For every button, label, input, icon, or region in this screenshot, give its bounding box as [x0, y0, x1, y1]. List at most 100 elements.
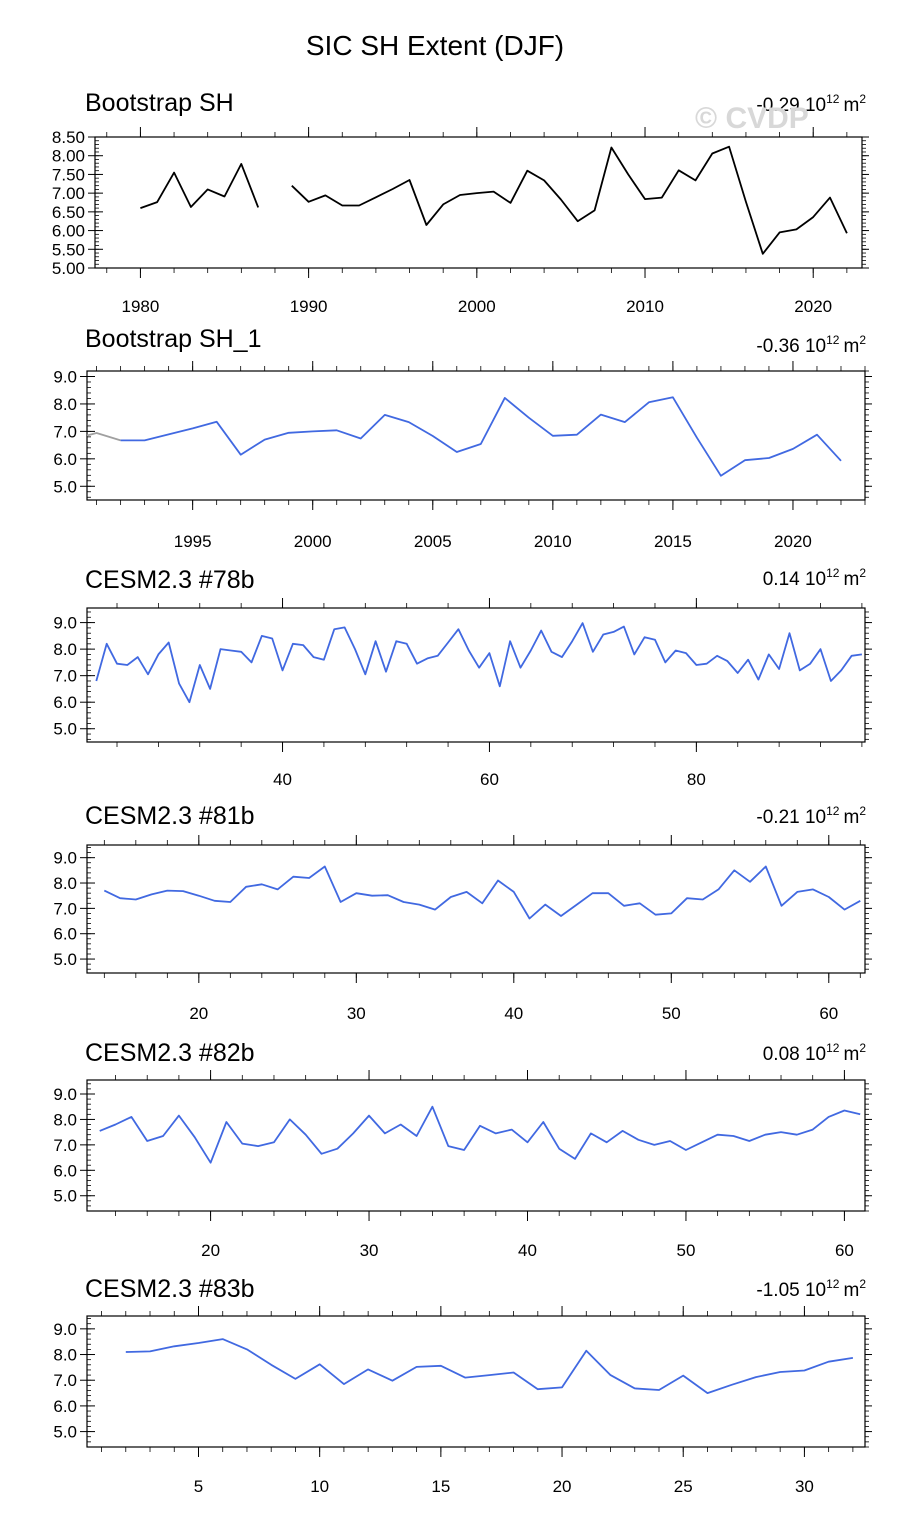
x-tick-label: 20: [553, 1477, 572, 1496]
plot-frame: [86, 370, 866, 501]
x-tick-label: 2000: [294, 532, 332, 551]
plot-frame: [94, 136, 863, 269]
y-tick-label: 7.0: [53, 422, 77, 441]
y-tick-label: 6.0: [53, 450, 77, 469]
y-tick-label: 8.00: [52, 147, 85, 166]
trend-unit-suffix: m: [843, 1280, 859, 1301]
plot-frame: [86, 844, 866, 974]
y-tick-label: 5.0: [53, 720, 77, 739]
y-tick-label: 5.0: [53, 1187, 77, 1206]
y-tick-label: 6.0: [53, 1397, 77, 1416]
y-tick-label: 6.0: [53, 1161, 77, 1180]
watermark: © CVDP: [695, 102, 809, 135]
trend-unit-suffix: m: [843, 807, 859, 828]
panel-1: Bootstrap SH -0.29 1012 m2 5.005.506.006.50…: [52, 89, 869, 316]
trend-unit-base: 10: [805, 807, 826, 828]
plot-frame: [86, 607, 866, 743]
x-tick-label: 80: [687, 770, 706, 789]
series-line-2: [120, 396, 842, 477]
series-line-1: [125, 1338, 854, 1394]
x-tick-label: 2020: [794, 297, 832, 316]
trend-unit-exp: 12: [826, 333, 840, 347]
y-tick-label: 8.0: [53, 874, 77, 893]
x-tick-label: 10: [310, 1477, 329, 1496]
y-tick-label: 9.0: [53, 849, 77, 868]
y-tick-label: 8.0: [53, 395, 77, 414]
panel-5: CESM2.3 #82b 0.08 1012 m2 5.0 6.0 7.0 8.0 9.0 20…: [53, 1039, 872, 1260]
trend-unit-suffix-exp: 2: [859, 1041, 866, 1055]
series-line-1: [103, 865, 861, 920]
trend-unit-base: 10: [805, 95, 826, 116]
y-tick-label: 6.0: [53, 693, 77, 712]
trend-unit-suffix-exp: 2: [859, 1277, 866, 1291]
x-tick-label: 40: [504, 1004, 523, 1023]
x-tick-label: 30: [360, 1241, 379, 1260]
x-tick-label: 20: [189, 1004, 208, 1023]
plot-frame: [86, 1315, 866, 1448]
x-tick-label: 40: [518, 1241, 537, 1260]
y-tick-label: 9.0: [53, 367, 77, 386]
x-tick-label: 60: [480, 770, 499, 789]
y-tick-label: 5.00: [52, 259, 85, 278]
y-tick-label: 7.0: [53, 1136, 77, 1155]
panel-title: CESM2.3 #82b: [85, 1039, 255, 1067]
x-tick-label: 2010: [534, 532, 572, 551]
y-tick-label: 8.0: [53, 1110, 77, 1129]
y-tick-label: 7.0: [53, 899, 77, 918]
x-tick-label: 20: [201, 1241, 220, 1260]
panel-title: CESM2.3 #81b: [85, 802, 255, 830]
x-tick-label: 30: [347, 1004, 366, 1023]
y-tick-label: 6.00: [52, 222, 85, 241]
trend-unit-suffix: m: [843, 569, 859, 590]
panel-title: Bootstrap SH_1: [85, 325, 262, 353]
y-tick-label: 9.0: [53, 1320, 77, 1339]
y-tick-label: 7.00: [52, 184, 85, 203]
panel-4: CESM2.3 #81b -0.21 1012 m2 5.0 6.0 7.0 8.0 9.0 2…: [53, 802, 872, 1023]
trend-label: -0.21 1012 m2: [756, 804, 866, 828]
trend-unit-exp: 12: [826, 92, 840, 106]
y-tick-label: 5.50: [52, 240, 85, 259]
plot-frame: [86, 1079, 866, 1212]
panel-title: CESM2.3 #78b: [85, 566, 255, 594]
trend-unit-base: 10: [805, 569, 826, 590]
trend-unit-base: 10: [805, 336, 826, 357]
y-tick-label: 6.50: [52, 203, 85, 222]
trend-label: 0.08 1012 m2: [763, 1041, 867, 1065]
x-tick-label: 2010: [626, 297, 664, 316]
trend-value: -1.05: [756, 1280, 799, 1301]
y-tick-label: 8.50: [52, 128, 85, 147]
trend-value: -0.21: [756, 807, 799, 828]
trend-unit-suffix: m: [843, 336, 859, 357]
x-tick-label: 40: [273, 770, 292, 789]
series-line-1: [99, 1105, 861, 1164]
trend-unit-base: 10: [805, 1280, 826, 1301]
trend-unit-exp: 12: [826, 1277, 840, 1291]
x-tick-label: 50: [676, 1241, 695, 1260]
trend-unit-suffix: m: [843, 1044, 859, 1065]
panel-title: CESM2.3 #83b: [85, 1275, 255, 1303]
y-tick-label: 8.0: [53, 640, 77, 659]
series-line-1: [86, 432, 121, 442]
trend-value: 0.14: [763, 569, 800, 590]
x-tick-label: 2000: [458, 297, 496, 316]
x-tick-label: 1980: [122, 297, 160, 316]
series-line-1: [95, 622, 863, 704]
panel-3: CESM2.3 #78b 0.14 1012 m2 5.0 6.0 7.0 8.0 9.0 40…: [53, 566, 872, 789]
trend-unit-suffix-exp: 2: [859, 333, 866, 347]
x-tick-label: 60: [819, 1004, 838, 1023]
trend-value: -0.36: [756, 336, 799, 357]
y-tick-label: 9.0: [53, 1085, 77, 1104]
x-tick-label: 1990: [290, 297, 328, 316]
x-tick-label: 2015: [654, 532, 692, 551]
y-tick-label: 7.0: [53, 667, 77, 686]
y-tick-label: 9.0: [53, 614, 77, 633]
x-tick-label: 2020: [774, 532, 812, 551]
trend-label: 0.14 1012 m2: [763, 566, 867, 590]
trend-label: -1.05 1012 m2: [756, 1277, 866, 1301]
y-tick-label: 5.0: [53, 1423, 77, 1442]
y-tick-label: 7.50: [52, 165, 85, 184]
x-tick-label: 15: [431, 1477, 450, 1496]
x-tick-label: 30: [795, 1477, 814, 1496]
trend-unit-exp: 12: [826, 566, 840, 580]
trend-unit-suffix-exp: 2: [859, 566, 866, 580]
